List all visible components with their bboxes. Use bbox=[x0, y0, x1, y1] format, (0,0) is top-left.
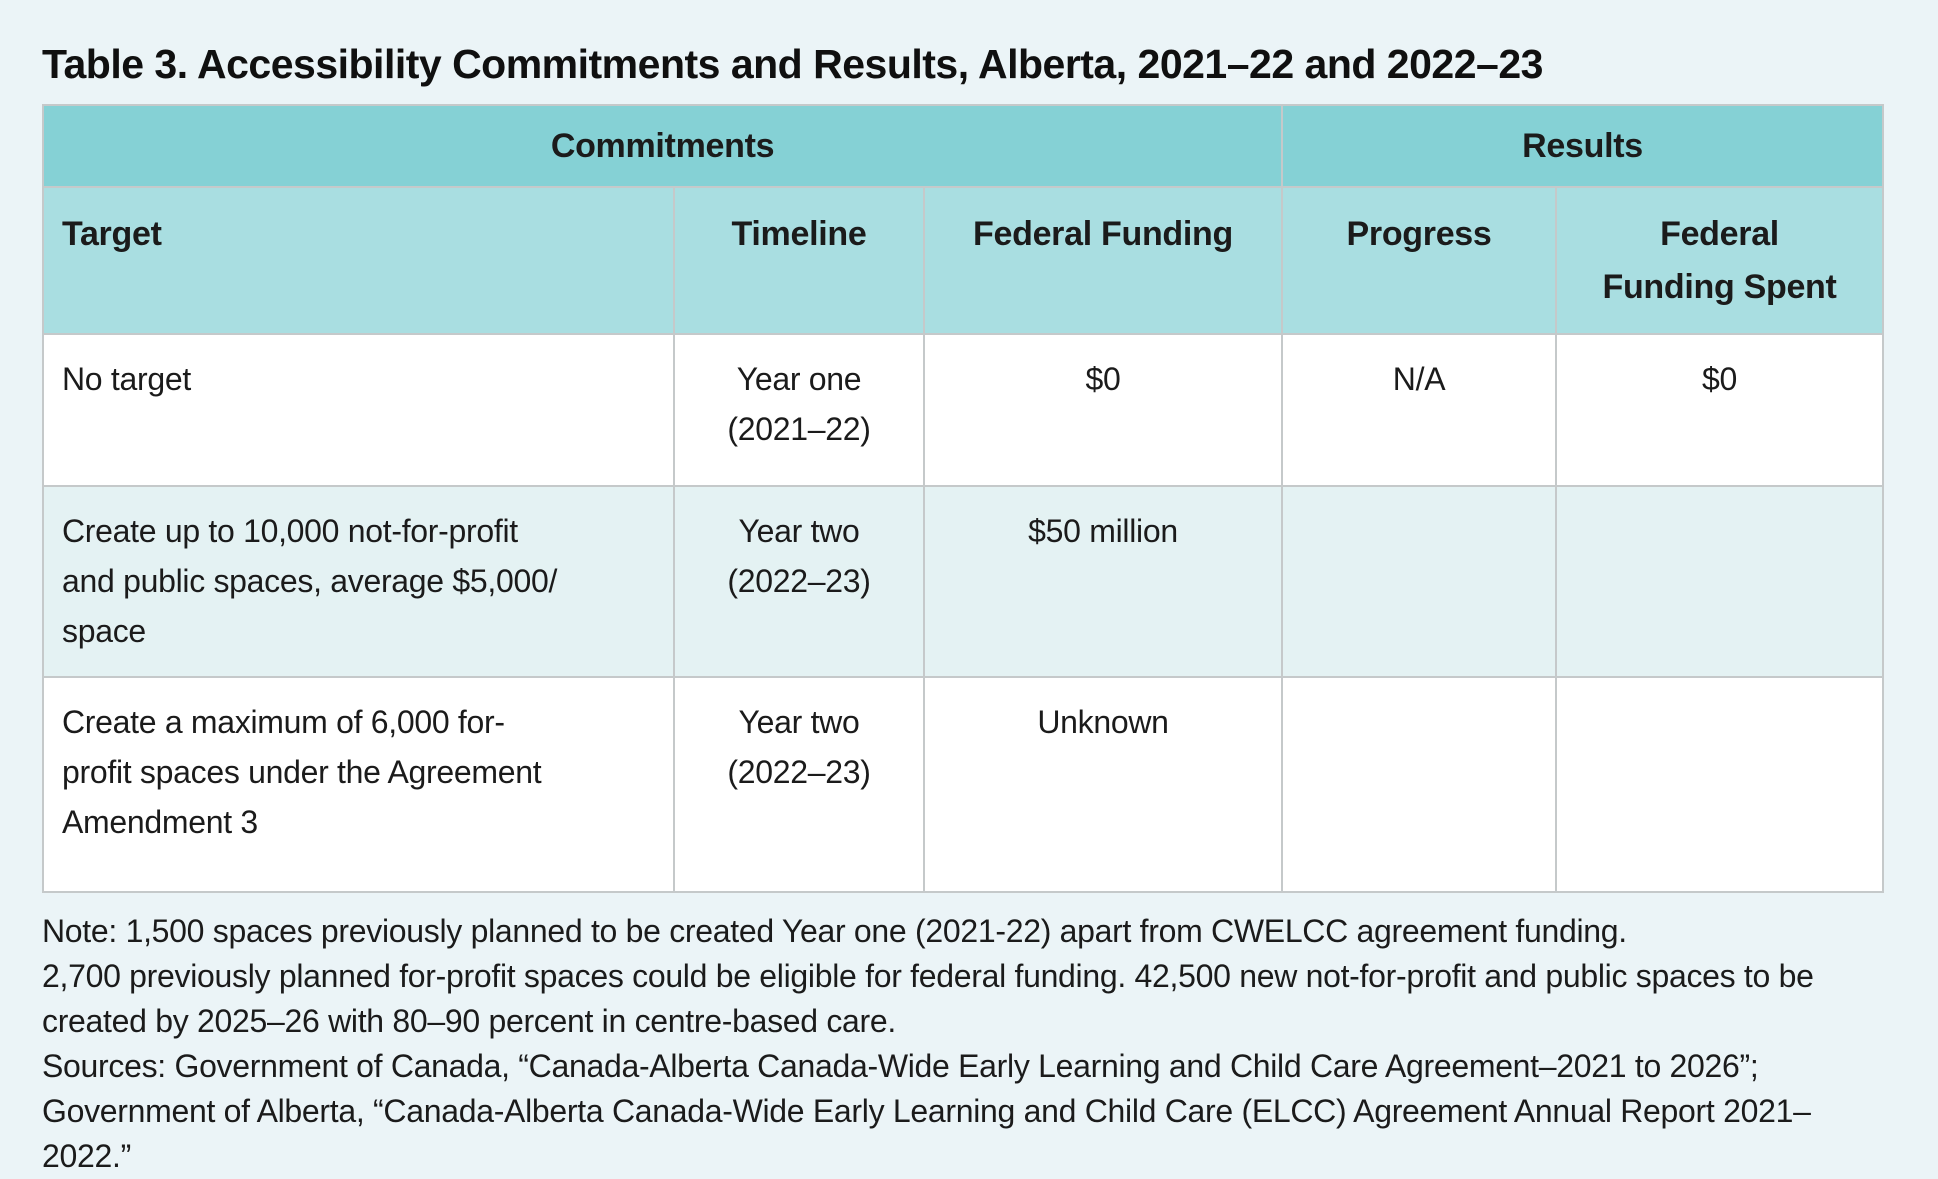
note-line-2: 2,700 previously planned for-profit spac… bbox=[42, 958, 1814, 1040]
col-header-timeline: Timeline bbox=[673, 185, 925, 336]
table-row-not-for-profit-spaces: Create up to 10,000 not-for-profit and p… bbox=[42, 485, 1885, 679]
table-title: Table 3. Accessibility Commitments and R… bbox=[42, 41, 1543, 87]
group-header-commitments: Commitments bbox=[41, 104, 1284, 188]
row1-federal-funding-spent-cell: $0 bbox=[1555, 333, 1885, 488]
group-header-row: Commitments Results bbox=[41, 104, 1885, 188]
row1-timeline-cell: Year one (2021–22) bbox=[673, 333, 925, 488]
row1-target-cell: No target bbox=[42, 333, 675, 488]
col-header-federal-funding-spent: Federal Funding Spent bbox=[1555, 185, 1885, 336]
row3-federal-funding-spent-cell bbox=[1555, 676, 1885, 894]
row1-progress-cell: N/A bbox=[1281, 333, 1558, 488]
row3-progress-cell bbox=[1281, 676, 1558, 894]
row1-federal-funding-cell: $0 bbox=[922, 333, 1284, 488]
col-header-federal-funding: Federal Funding bbox=[922, 185, 1284, 336]
row2-timeline-cell: Year two (2022–23) bbox=[673, 485, 925, 679]
row3-federal-funding-cell: Unknown bbox=[922, 676, 1284, 894]
accessibility-commitments-table: Commitments Results Target Timeline Fede… bbox=[41, 104, 1885, 894]
row2-target-cell: Create up to 10,000 not-for-profit and p… bbox=[42, 485, 675, 679]
note-line-1: Note: 1,500 spaces previously planned to… bbox=[42, 913, 1627, 950]
row2-progress-cell bbox=[1281, 485, 1558, 679]
table-notes: Note: 1,500 spaces previously planned to… bbox=[42, 909, 1896, 1179]
group-header-results: Results bbox=[1281, 104, 1885, 188]
row2-federal-funding-spent-cell bbox=[1555, 485, 1885, 679]
table-row-for-profit-spaces: Create a maximum of 6,000 for- profit sp… bbox=[42, 676, 1885, 894]
sources-line-1: Sources: Government of Canada, “Canada-A… bbox=[42, 1048, 1759, 1085]
sources-line-2: Government of Alberta, “Canada-Alberta C… bbox=[42, 1093, 1811, 1175]
col-header-progress: Progress bbox=[1281, 185, 1558, 336]
column-header-row: Target Timeline Federal Funding Progress… bbox=[42, 185, 1885, 336]
row3-timeline-cell: Year two (2022–23) bbox=[673, 676, 925, 894]
table-row-no-target: No target Year one (2021–22) $0 N/A $0 bbox=[42, 333, 1885, 488]
col-header-target: Target bbox=[42, 185, 675, 336]
row3-target-cell: Create a maximum of 6,000 for- profit sp… bbox=[42, 676, 675, 894]
row2-federal-funding-cell: $50 million bbox=[922, 485, 1284, 679]
